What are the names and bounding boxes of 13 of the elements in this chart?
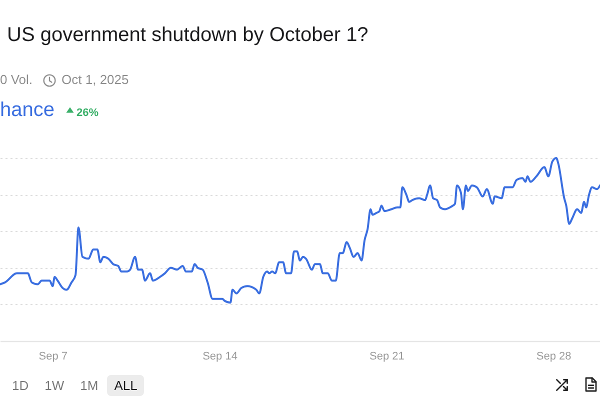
x-tick-label: Sep 14 <box>202 350 238 362</box>
x-tick-label: Sep 28 <box>536 350 572 362</box>
text: hance <box>0 98 54 122</box>
text: 1W <box>44 378 64 393</box>
selected-tab-highlight: ALL <box>107 375 144 396</box>
x-tick-label: Sep 7 <box>38 350 68 362</box>
chart-title: US government shutdown by October 1? <box>7 23 368 47</box>
text: 26% <box>76 106 99 121</box>
text: 1M <box>80 378 98 393</box>
text: 0 Vol. <box>0 72 33 88</box>
text: Oct 1, 2025 <box>62 72 129 88</box>
text: 1D <box>12 378 29 393</box>
x-tick-label: Sep 21 <box>369 350 404 362</box>
